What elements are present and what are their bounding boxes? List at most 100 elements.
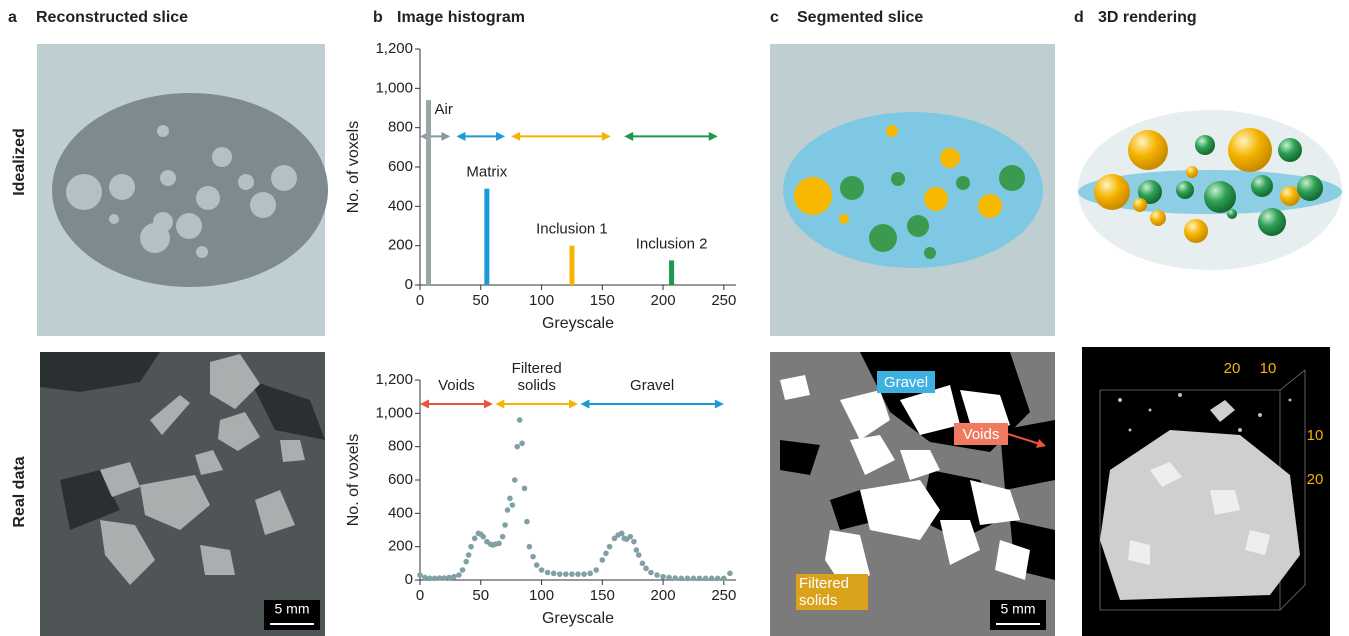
histogram-point — [690, 575, 697, 582]
axis-tick-label: 10 — [1307, 427, 1324, 444]
y-tick-label: 200 — [388, 237, 413, 254]
histogram-point — [436, 575, 443, 581]
histogram-point — [593, 567, 600, 573]
y-tick-label: 600 — [388, 471, 413, 488]
histogram-point — [471, 535, 478, 542]
y-tick-label: 400 — [388, 504, 413, 521]
histogram-point — [463, 558, 469, 565]
rendering-idealized — [1078, 110, 1342, 270]
panel-letter: c — [770, 9, 779, 26]
histogram-point — [524, 518, 530, 525]
segmented-idealized — [770, 44, 1055, 336]
histogram-point — [587, 570, 593, 577]
histogram-point — [599, 557, 606, 563]
x-axis-label: Greyscale — [542, 315, 614, 332]
histogram-point — [684, 575, 691, 582]
histogram-point — [502, 522, 508, 528]
panel-title: Reconstructed slice — [36, 9, 188, 26]
x-tick-label: 100 — [529, 292, 554, 309]
histogram-point — [606, 543, 613, 550]
histogram-point — [456, 572, 462, 578]
histogram-point — [708, 575, 715, 582]
histogram-point — [660, 573, 666, 580]
histogram-point — [526, 543, 533, 550]
y-tick-label: 400 — [388, 197, 413, 214]
histogram-point — [468, 543, 474, 550]
arrow-head — [624, 131, 634, 141]
histogram-point — [643, 565, 649, 572]
segment-label: Filtered solids — [796, 574, 868, 610]
histogram-point — [639, 560, 646, 567]
histogram-point — [519, 440, 525, 447]
panel-title: Image histogram — [397, 9, 525, 26]
x-tick-label: 50 — [472, 292, 489, 309]
histogram-point — [648, 569, 654, 576]
histogram-point — [556, 571, 563, 577]
arrow-head — [483, 399, 493, 409]
histogram-point — [507, 495, 513, 502]
y-tick-label: 200 — [388, 538, 413, 555]
axis-tick-label: 20 — [1307, 471, 1324, 488]
histogram-point — [512, 477, 518, 483]
y-tick-label: 0 — [405, 276, 413, 293]
arrow-head — [601, 131, 611, 141]
arrow-head — [495, 399, 505, 409]
y-tick-label: 800 — [388, 438, 413, 455]
segment-label: Gravel — [884, 374, 928, 391]
histogram-point — [563, 571, 569, 577]
y-tick-label: 600 — [388, 158, 413, 175]
histogram-point — [530, 553, 536, 560]
arrow-head — [420, 399, 429, 409]
panel-title: 3D rendering — [1098, 9, 1197, 26]
histogram-point — [480, 533, 487, 540]
arrow-head — [714, 399, 724, 409]
bar-label: Matrix — [466, 164, 507, 181]
range-label: Filtered solids — [511, 360, 562, 394]
histogram-point — [550, 570, 557, 577]
x-axis-label: Greyscale — [542, 610, 614, 627]
bar — [426, 100, 432, 285]
histogram-point — [504, 507, 511, 513]
histogram-point — [544, 569, 551, 576]
x-tick-label: 150 — [590, 292, 615, 309]
histogram-point — [714, 575, 721, 582]
y-tick-label: 1,200 — [375, 40, 413, 57]
arrow-head — [496, 131, 506, 141]
histogram-point — [721, 575, 727, 582]
x-tick-label: 200 — [651, 587, 676, 604]
y-tick-label: 0 — [405, 571, 413, 588]
bar — [669, 260, 675, 285]
histogram-point — [465, 552, 472, 558]
histogram-point — [441, 575, 448, 581]
row-label: Idealized — [11, 128, 28, 196]
histogram-point — [696, 575, 703, 582]
histogram-point — [635, 552, 642, 558]
histogram-point — [672, 575, 679, 581]
histogram-point — [521, 485, 528, 492]
y-tick-label: 800 — [388, 119, 413, 136]
histogram-point — [631, 538, 637, 545]
histogram-point — [611, 535, 618, 542]
histogram-point — [516, 417, 523, 423]
bar — [484, 188, 490, 285]
arrow-head — [456, 131, 466, 141]
x-tick-label: 250 — [711, 587, 736, 604]
histogram-point — [727, 570, 733, 577]
histogram-point — [431, 575, 438, 582]
axis-tick-label: 10 — [1260, 360, 1277, 377]
histogram-point — [627, 533, 634, 540]
histogram-point — [426, 575, 433, 582]
x-tick-label: 0 — [416, 587, 424, 604]
histogram-point — [514, 443, 521, 450]
panel-title: Segmented slice — [797, 9, 923, 26]
range-label: Gravel — [630, 377, 675, 394]
y-tick-label: 1,000 — [375, 404, 413, 421]
histogram-point — [496, 540, 502, 547]
panel-letter: d — [1074, 9, 1084, 26]
idealized-slice — [37, 44, 328, 336]
histogram-point — [499, 533, 506, 540]
bar-label: Inclusion 2 — [636, 235, 708, 252]
scale-bar-label: 5 mm — [1001, 601, 1036, 617]
x-tick-label: 0 — [416, 292, 424, 309]
